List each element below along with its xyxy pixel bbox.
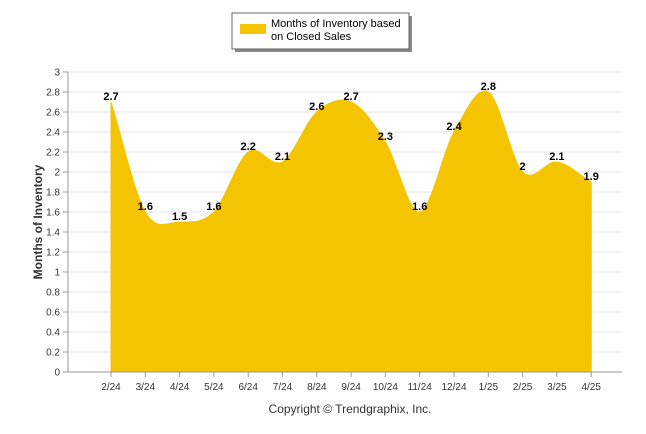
y-tick-label: 2.6: [46, 108, 60, 119]
data-label: 2.1: [549, 151, 564, 163]
y-tick-label: 2.4: [46, 128, 60, 139]
data-label: 1.6: [138, 201, 153, 213]
data-label: 2: [520, 161, 526, 173]
data-label: 1.9: [584, 171, 599, 183]
x-tick-label: 2/25: [513, 382, 533, 393]
x-tick-label: 10/24: [373, 382, 398, 393]
x-tick-label: 6/24: [238, 382, 258, 393]
data-label: 2.8: [481, 81, 496, 93]
data-label: 2.7: [343, 91, 358, 103]
y-tick-label: 0: [54, 368, 60, 379]
axes: [67, 72, 622, 373]
x-tick-label: 11/24: [408, 382, 433, 393]
y-tick-label: 2.2: [46, 148, 60, 159]
data-label: 2.3: [378, 131, 393, 143]
x-tick-label: 3/25: [547, 382, 567, 393]
legend-label-line-2: on Closed Sales: [271, 31, 352, 43]
x-axis-ticks: 2/24 3/24 4/24 5/24 6/24 7/24 8/24 9/24 10/24 11/…: [101, 372, 601, 393]
data-label: 2.1: [275, 151, 290, 163]
legend: Months of Inventory based on Closed Sale…: [231, 12, 412, 52]
copyright-text: Copyright © Trendgraphix, Inc.: [269, 402, 432, 416]
y-tick-label: 0.6: [46, 308, 60, 319]
data-label: 2.6: [309, 101, 324, 113]
data-label: 2.7: [103, 91, 118, 103]
legend-swatch: [240, 24, 266, 34]
y-tick-label: 0.4: [46, 328, 60, 339]
y-axis-label: Months of Inventory: [31, 164, 45, 279]
x-tick-label: 2/24: [101, 382, 121, 393]
y-tick-label: 1.2: [46, 248, 60, 259]
data-label: 1.5: [172, 211, 187, 223]
data-labels: 2.7 1.6 1.5 1.6 2.2 2.1 2.6 2.7 2.3 1.6 2.4 2.8 2 2.1…: [103, 81, 598, 223]
y-tick-label: 1.6: [46, 208, 60, 219]
x-tick-label: 4/24: [170, 382, 190, 393]
x-tick-label: 3/24: [136, 382, 156, 393]
x-tick-label: 8/24: [307, 382, 327, 393]
y-tick-label: 0.8: [46, 288, 60, 299]
x-tick-label: 9/24: [341, 382, 361, 393]
legend-label-line-1: Months of Inventory based: [271, 18, 401, 30]
y-tick-label: 3: [54, 68, 60, 79]
y-tick-label: 1: [54, 268, 60, 279]
x-tick-label: 12/24: [441, 382, 466, 393]
y-tick-label: 2.8: [46, 88, 60, 99]
x-tick-label: 1/25: [479, 382, 499, 393]
x-tick-label: 7/24: [273, 382, 293, 393]
x-tick-label: 4/25: [581, 382, 601, 393]
y-tick-label: 0.2: [46, 348, 60, 359]
x-tick-label: 5/24: [204, 382, 224, 393]
data-label: 1.6: [206, 201, 221, 213]
data-label: 2.4: [446, 121, 462, 133]
data-label: 2.2: [241, 141, 256, 153]
series-area: [110, 90, 592, 373]
y-tick-label: 1.8: [46, 188, 60, 199]
data-label: 1.6: [412, 201, 427, 213]
y-tick-label: 1.4: [46, 228, 60, 239]
y-axis-ticks: 0 0.2 0.4 0.6 0.8 1 1.2 1.4 1.6 1.8 2 2.2 2.4 2.6 2.8 3: [46, 68, 68, 379]
y-tick-label: 2: [54, 168, 60, 179]
